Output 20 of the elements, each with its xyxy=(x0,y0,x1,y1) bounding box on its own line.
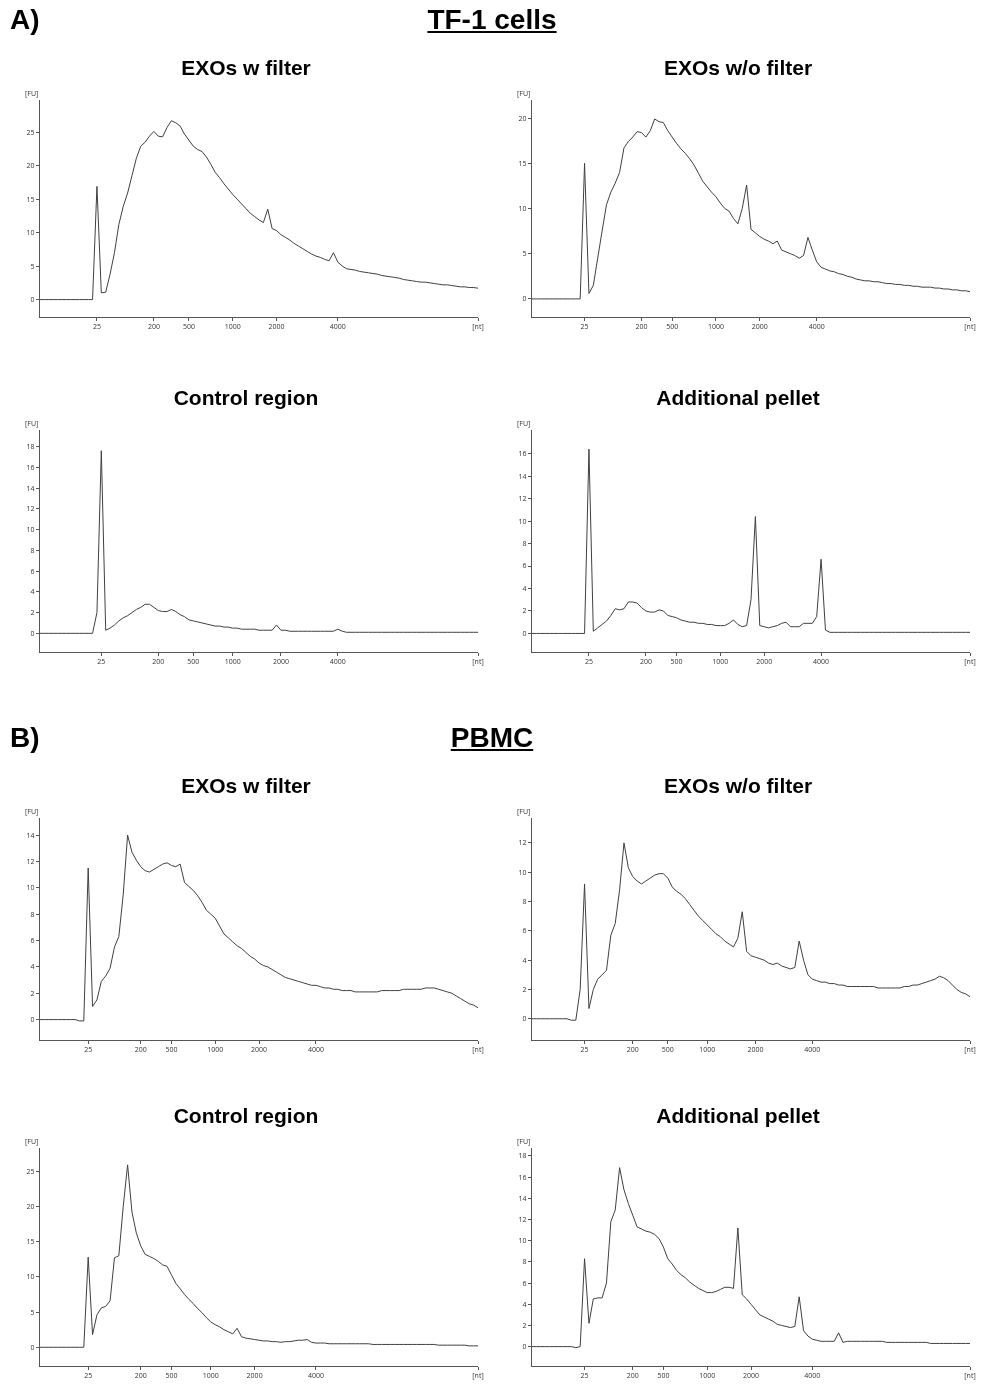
line-series xyxy=(532,842,970,1021)
text: A) xyxy=(10,4,40,36)
line-series xyxy=(40,450,478,634)
line-series xyxy=(532,1167,970,1349)
chart-title: Additional pellet xyxy=(656,1103,820,1127)
chart-title: EXOs w filter xyxy=(181,55,311,79)
line-series xyxy=(532,118,970,300)
chart-title: Control region xyxy=(173,1103,319,1127)
text: PBMC xyxy=(450,722,534,753)
line-series xyxy=(40,120,478,301)
line-series xyxy=(532,448,970,634)
line-series xyxy=(40,1164,478,1348)
text: TF-1 cells xyxy=(427,4,557,35)
chart-title: Additional pellet xyxy=(656,385,820,409)
chart-title: EXOs w/o filter xyxy=(663,55,813,79)
chart-title: EXOs w filter xyxy=(181,773,311,797)
text: B) xyxy=(10,722,40,754)
chart-title: Control region xyxy=(173,385,319,409)
line-series xyxy=(40,834,478,1022)
chart-title: EXOs w/o filter xyxy=(663,773,813,797)
